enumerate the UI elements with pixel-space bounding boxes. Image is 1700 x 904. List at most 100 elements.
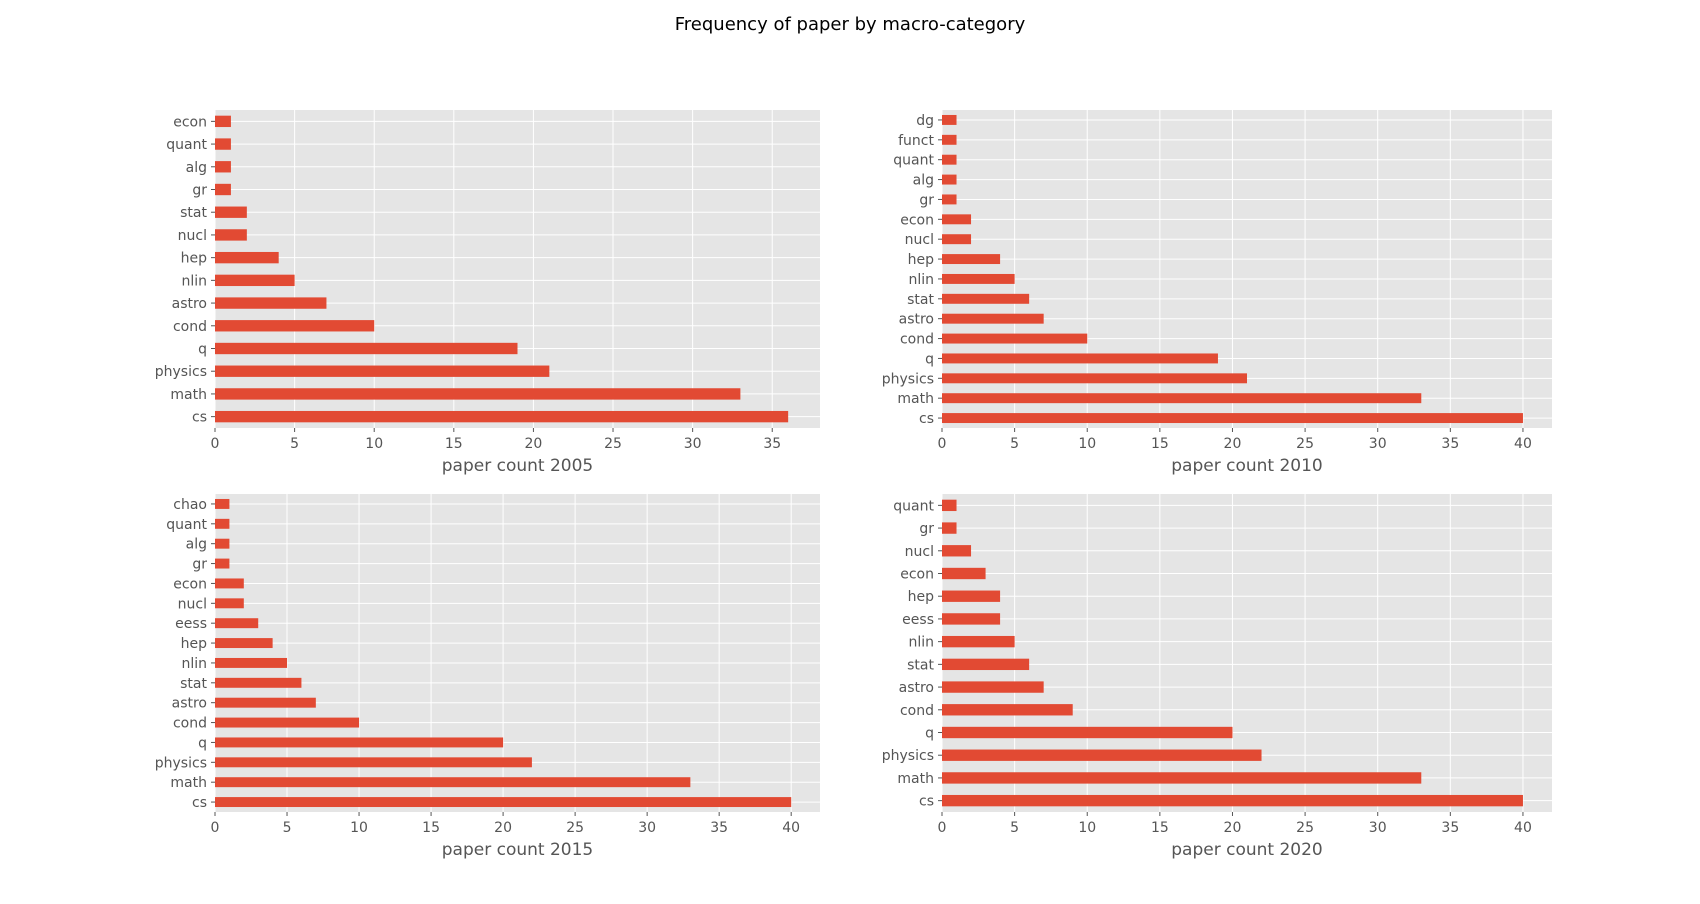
x-tick-label: 20 — [525, 436, 543, 452]
y-tick-label: math — [897, 771, 934, 787]
y-tick-label: econ — [900, 212, 934, 228]
bar-alg — [215, 538, 230, 549]
bar-nucl — [942, 234, 972, 245]
bar-astro — [942, 681, 1044, 693]
x-tick-label: 30 — [1369, 436, 1387, 452]
bar-q — [215, 737, 504, 748]
bar-hep — [215, 251, 279, 264]
y-tick-label: stat — [907, 657, 934, 673]
bar-nucl — [215, 598, 244, 609]
bar-cond — [215, 320, 375, 332]
bar-econ — [942, 567, 986, 580]
y-tick-label: cs — [919, 411, 934, 427]
y-tick-label: quant — [893, 153, 934, 169]
bar-cs — [215, 797, 792, 808]
y-tick-label: cs — [919, 794, 934, 810]
x-tick-label: 25 — [1296, 820, 1314, 836]
x-tick-label: 40 — [782, 820, 800, 836]
bar-astro — [215, 697, 316, 708]
bar-astro — [215, 297, 327, 309]
bar-quant — [942, 154, 957, 165]
y-tick-label: quant — [166, 137, 207, 153]
y-tick-label: gr — [919, 192, 934, 208]
bar-physics — [215, 757, 532, 768]
bar-q — [215, 342, 518, 355]
figure-title: Frequency of paper by macro-category — [674, 14, 1026, 35]
y-tick-label: physics — [882, 371, 934, 387]
bar-cs — [942, 794, 1523, 807]
y-tick-label: econ — [173, 576, 207, 592]
x-tick-label: 30 — [684, 436, 702, 452]
y-tick-label: quant — [893, 498, 934, 514]
bar-stat — [942, 658, 1030, 671]
y-tick-label: nucl — [905, 232, 934, 248]
bar-q — [942, 726, 1233, 739]
x-tick-label: 10 — [1078, 436, 1096, 452]
y-tick-label: astro — [899, 680, 934, 696]
y-tick-label: eess — [175, 616, 207, 632]
x-tick-label: 35 — [1441, 820, 1459, 836]
y-tick-label: physics — [155, 755, 207, 771]
x-tick-label: 15 — [422, 820, 440, 836]
x-tick-label: 5 — [283, 820, 292, 836]
bar-physics — [942, 373, 1247, 384]
y-tick-label: cond — [173, 319, 207, 335]
bar-econ — [215, 578, 244, 589]
y-tick-label: econ — [173, 114, 207, 130]
bar-quant — [215, 138, 231, 150]
x-tick-label: 10 — [350, 820, 368, 836]
bar-q — [942, 353, 1218, 364]
bar-cond — [942, 704, 1073, 716]
y-tick-label: nucl — [178, 596, 207, 612]
bar-nlin — [942, 273, 1015, 284]
y-tick-label: physics — [155, 364, 207, 380]
x-tick-label: 10 — [1078, 820, 1096, 836]
bar-econ — [215, 115, 231, 128]
x-tick-label: 15 — [1151, 820, 1169, 836]
bar-econ — [942, 214, 972, 225]
y-tick-label: nlin — [181, 273, 207, 289]
x-tick-label: 15 — [1151, 436, 1169, 452]
bar-nlin — [942, 635, 1015, 648]
bar-math — [215, 777, 691, 788]
y-tick-label: astro — [172, 296, 207, 312]
y-tick-label: cs — [192, 795, 207, 811]
x-tick-label: 20 — [1224, 820, 1242, 836]
bar-cond — [215, 717, 360, 728]
bar-gr — [215, 183, 231, 196]
bar-stat — [215, 677, 302, 688]
y-tick-label: astro — [172, 696, 207, 712]
plot-area — [942, 494, 1552, 812]
y-tick-label: cs — [192, 410, 207, 426]
bar-nucl — [215, 229, 247, 241]
y-tick-label: hep — [181, 636, 207, 652]
y-tick-label: alg — [913, 173, 934, 189]
y-tick-label: nucl — [178, 228, 207, 244]
x-axis-label: paper count 2005 — [442, 456, 593, 476]
y-tick-label: funct — [898, 133, 934, 149]
y-tick-label: math — [897, 391, 934, 407]
bar-chao — [215, 498, 230, 509]
y-tick-label: stat — [180, 205, 207, 221]
y-tick-label: gr — [192, 183, 207, 199]
y-tick-label: nlin — [908, 635, 934, 651]
y-tick-label: dg — [916, 113, 934, 129]
y-tick-label: q — [198, 735, 207, 751]
bar-quant — [942, 499, 957, 512]
x-tick-label: 15 — [445, 436, 463, 452]
y-tick-label: stat — [180, 676, 207, 692]
y-tick-label: gr — [919, 521, 934, 537]
bar-hep — [942, 254, 1001, 265]
y-tick-label: alg — [186, 537, 207, 553]
x-tick-label: 40 — [1514, 436, 1532, 452]
x-axis-label: paper count 2020 — [1171, 840, 1322, 860]
x-tick-label: 0 — [211, 436, 220, 452]
x-tick-label: 25 — [604, 436, 622, 452]
x-tick-label: 35 — [710, 820, 728, 836]
